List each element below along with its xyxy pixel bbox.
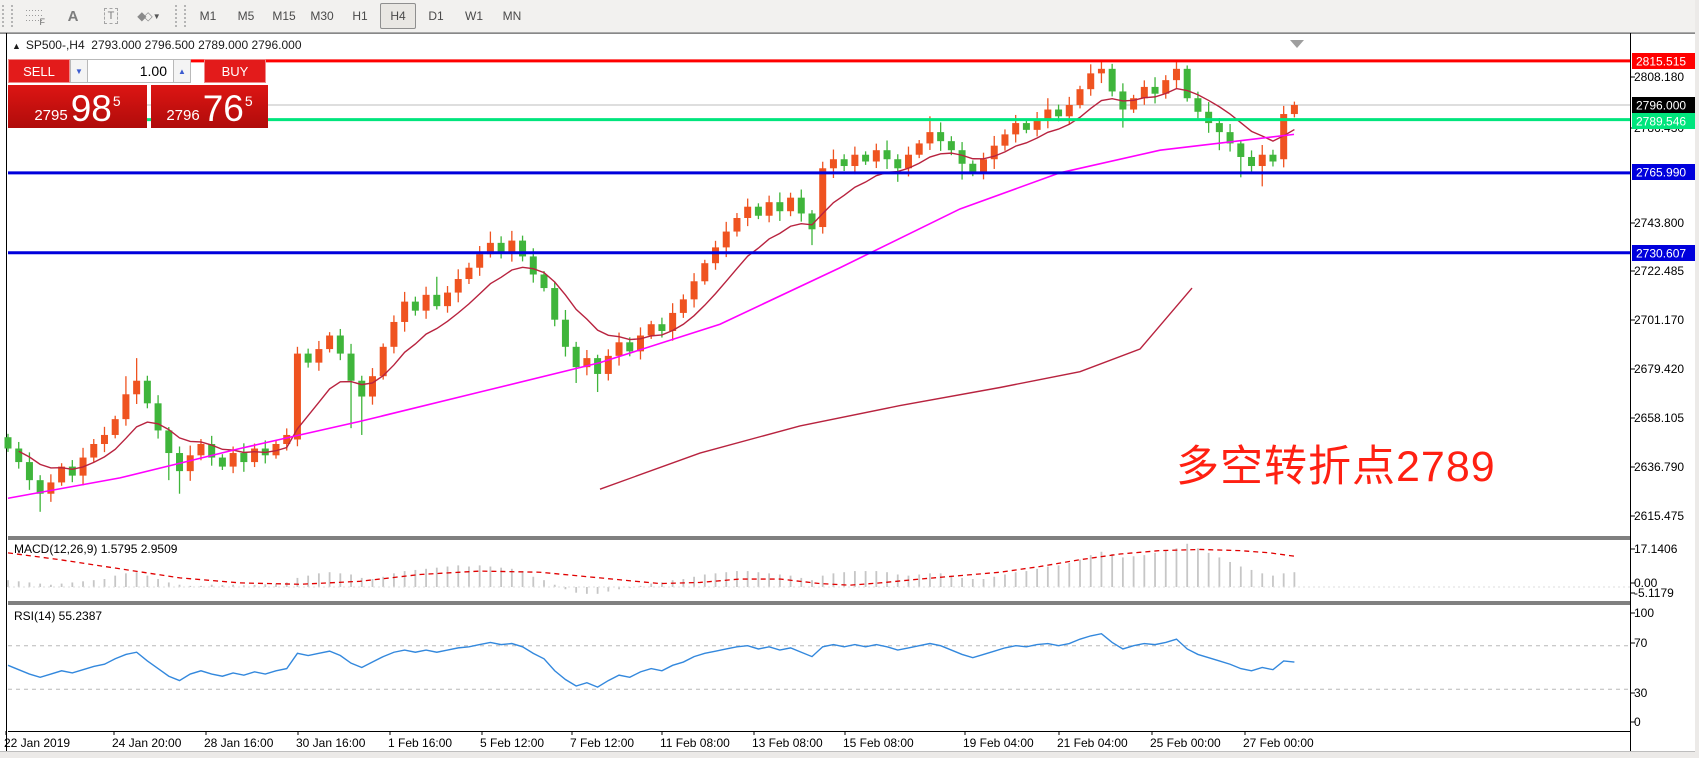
one-click-trading-panel: SELL ▼ 1.00 ▲ BUY 2795 98 5 2796 76 5 [8, 59, 270, 128]
buy-price-integer: 2796 [166, 107, 200, 124]
time-axis-label: 11 Feb 08:00 [660, 736, 730, 750]
time-axis-label: 22 Jan 2019 [4, 736, 70, 750]
symbol-label: SP500-,H4 [25, 38, 85, 52]
toolbar-drag-handle[interactable] [2, 5, 13, 27]
window-bottom-edge [0, 751, 1699, 758]
sell-price-pipette: 5 [112, 93, 121, 109]
chart-window[interactable]: ▲ SP500-,H4 2793.000 2796.500 2789.000 27… [0, 33, 1699, 757]
chart-title: ▲ SP500-,H4 2793.000 2796.500 2789.000 27… [12, 38, 302, 52]
time-axis-label: 25 Feb 00:00 [1150, 736, 1221, 750]
chart-annotation-text: 多空转折点2789 [1176, 443, 1496, 491]
tf-button-m1[interactable]: M1 [199, 9, 217, 23]
collapse-triangle-icon[interactable]: ▲ [12, 41, 21, 51]
tf-button-h1[interactable]: H1 [352, 9, 368, 23]
time-axis-label: 21 Feb 04:00 [1057, 736, 1128, 750]
rsi-axis-label: 30 [1634, 686, 1648, 700]
price-badge-2765.990: 2765.990 [1636, 166, 1686, 180]
font-tool-icon[interactable]: A [67, 7, 79, 25]
price-tick-label: 2615.475 [1634, 509, 1684, 523]
chevron-down-icon: ▼ [152, 11, 161, 21]
macd-label: MACD(12,26,9) 1.5795 2.9509 [14, 542, 178, 556]
tf-button-d1[interactable]: D1 [428, 9, 444, 23]
price-tick-label: 2636.790 [1634, 460, 1684, 474]
grid-f-icon[interactable]: F [17, 3, 53, 29]
time-axis-label: 30 Jan 16:00 [296, 736, 366, 750]
time-axis-label: 1 Feb 16:00 [388, 736, 452, 750]
macd-axis-label: -5.1179 [1634, 586, 1674, 600]
timeframe-toolbar-group: M1 M5 M15 M30 H1 H4 D1 W1 MN [190, 3, 530, 29]
tf-button-m15[interactable]: M15 [272, 9, 296, 23]
buy-price-pipette: 5 [244, 93, 253, 109]
macd-axis-label: 0.00 [1634, 576, 1658, 590]
price-badge-2815.515: 2815.515 [1636, 55, 1686, 69]
rsi-axis-label: 100 [1634, 606, 1654, 620]
price-badge-2730.607: 2730.607 [1636, 247, 1686, 261]
price-tick-label: 2722.485 [1634, 264, 1684, 278]
sell-price-pips: 98 [70, 88, 112, 129]
tf-button-w1[interactable]: W1 [465, 9, 483, 23]
time-axis-label: 28 Jan 16:00 [204, 736, 274, 750]
sell-button[interactable]: SELL [8, 59, 70, 83]
tf-button-m30[interactable]: M30 [310, 9, 334, 23]
price-tick-label: 2658.105 [1634, 411, 1684, 425]
price-tick-label: 2743.800 [1634, 216, 1684, 230]
shapes-tool-icon[interactable]: ◆◇ ▼ [137, 9, 161, 23]
time-axis-label: 13 Feb 08:00 [752, 736, 823, 750]
volume-increase-button[interactable]: ▲ [173, 59, 191, 83]
buy-price-pips: 76 [202, 88, 244, 129]
objects-toolbar-group: F A T ◆◇ ▼ [17, 3, 167, 29]
rsi-label: RSI(14) 55.2387 [14, 609, 102, 623]
toolbar: F A T ◆◇ ▼ M1 M5 M15 M30 H1 H4 D1 W1 MN [0, 0, 1699, 33]
time-axis-label: 7 Feb 12:00 [570, 736, 634, 750]
volume-decrease-button[interactable]: ▼ [70, 59, 88, 83]
time-axis-label: 15 Feb 08:00 [843, 736, 914, 750]
tf-button-h4[interactable]: H4 [380, 3, 416, 29]
time-axis-label: 27 Feb 00:00 [1243, 736, 1314, 750]
timeframe-toolbar-drag-handle[interactable] [175, 5, 186, 27]
price-tick-label: 2808.180 [1634, 70, 1684, 84]
time-axis-label: 19 Feb 04:00 [963, 736, 1034, 750]
sell-quote[interactable]: 2795 98 5 [8, 85, 147, 128]
window-right-edge [1695, 0, 1699, 757]
rsi-axis-label: 70 [1634, 636, 1648, 650]
macd-axis-label: 17.1406 [1634, 542, 1678, 556]
buy-quote[interactable]: 2796 76 5 [151, 85, 268, 128]
price-tick-label: 2679.420 [1634, 362, 1684, 376]
price-tick-label: 2701.170 [1634, 313, 1684, 327]
tf-button-mn[interactable]: MN [502, 9, 522, 23]
price-badge-2789.546: 2789.546 [1636, 115, 1686, 129]
rsi-axis-label: 0 [1634, 715, 1641, 729]
ohlc-values: 2793.000 2796.500 2789.000 2796.000 [91, 38, 302, 52]
time-axis-label: 5 Feb 12:00 [480, 736, 544, 750]
price-badge-2796.000: 2796.000 [1636, 99, 1686, 113]
tf-button-m5[interactable]: M5 [237, 9, 255, 23]
volume-input[interactable]: 1.00 [88, 59, 173, 83]
chart-canvas[interactable]: 2808.1802786.4302743.8002722.4852701.170… [0, 33, 1699, 757]
sell-price-integer: 2795 [34, 107, 68, 124]
time-axis-label: 24 Jan 20:00 [112, 736, 182, 750]
text-label-tool-icon[interactable]: T [93, 3, 129, 29]
buy-button[interactable]: BUY [204, 59, 266, 83]
